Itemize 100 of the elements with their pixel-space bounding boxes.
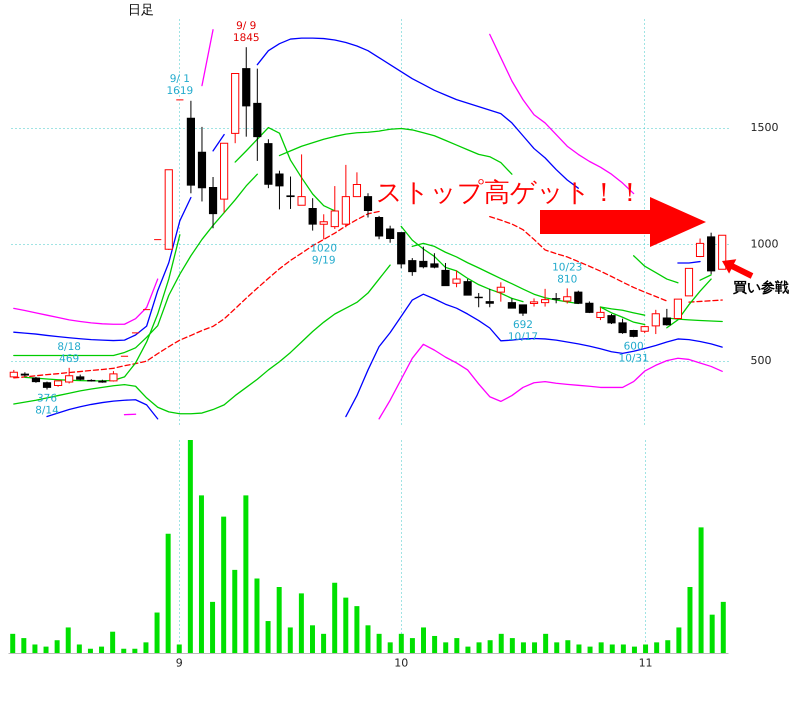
bar: [476, 642, 482, 653]
bar: [198, 495, 204, 653]
bar: [321, 634, 326, 653]
candlestick: [286, 176, 295, 210]
candlestick: [320, 214, 328, 240]
candlestick: [518, 304, 528, 316]
bar: [687, 586, 692, 653]
bar: [676, 627, 682, 653]
bar: [366, 625, 370, 653]
bar: [298, 593, 304, 653]
bar: [21, 638, 26, 653]
bar: [66, 627, 71, 653]
candlestick: [386, 225, 394, 244]
bar: [54, 640, 60, 653]
bar: [10, 634, 16, 653]
bar: [176, 644, 182, 653]
y-tick-label: 1500: [750, 121, 778, 134]
bar: [76, 644, 82, 653]
annotation: 9/ 1 1619: [166, 72, 194, 97]
bar: [543, 634, 548, 653]
bar: [432, 636, 438, 653]
chart-title: 日足: [128, 3, 154, 18]
annotation: 1020 9/19: [310, 242, 338, 266]
bar: [498, 634, 504, 653]
bar: [110, 632, 116, 653]
bar: [288, 627, 293, 653]
candlestick: [452, 270, 461, 288]
candlestick: [330, 186, 339, 230]
candlestick: [441, 262, 450, 286]
bar: [310, 625, 315, 653]
candlestick: [652, 309, 660, 335]
bar: [188, 440, 193, 653]
bar: [610, 644, 615, 653]
bar: [665, 640, 670, 653]
bar: [88, 648, 93, 653]
x-tick-label: 10: [394, 656, 408, 670]
bar: [99, 646, 104, 653]
bar: [465, 646, 470, 653]
bar: [154, 612, 160, 653]
bar: [210, 602, 216, 653]
bar: [565, 640, 570, 653]
candlestick: [563, 288, 572, 304]
bar: [720, 602, 726, 653]
bar: [421, 627, 426, 653]
annotation: 10/23 810: [552, 261, 582, 286]
bar: [554, 642, 560, 653]
bar: [121, 648, 126, 653]
candlestick: [696, 238, 704, 258]
candlestick: [496, 282, 505, 302]
bar: [276, 586, 282, 653]
candlestick: [607, 314, 616, 325]
candlestick: [552, 292, 560, 304]
bar: [32, 644, 38, 653]
bar: [654, 642, 660, 653]
bar: [576, 644, 582, 653]
bar: [266, 621, 271, 653]
bar: [488, 640, 493, 653]
bar: [143, 642, 148, 653]
candlestick: [596, 306, 605, 321]
bar: [44, 646, 49, 653]
x-tick-label: 11: [638, 656, 653, 670]
annotation: 8/18 469: [57, 340, 81, 365]
bar: [632, 646, 637, 653]
bar: [643, 644, 648, 653]
bar: [354, 606, 360, 653]
candlestick: [540, 288, 550, 308]
candlestick: [374, 215, 384, 240]
candlestick: [662, 308, 671, 326]
bar: [454, 638, 460, 653]
candlestick: [408, 258, 416, 276]
candlestick: [275, 170, 284, 210]
bar: [532, 642, 538, 653]
candlestick: [352, 172, 362, 198]
bar: [243, 495, 248, 653]
bar: [620, 644, 626, 653]
candlestick: [474, 292, 483, 308]
candlestick: [486, 288, 494, 308]
y-tick-label: 1000: [750, 238, 778, 251]
bar: [388, 642, 393, 653]
candlestick: [464, 278, 472, 296]
candlestick: [574, 290, 582, 304]
y-tick-label: 500: [750, 354, 772, 368]
text: 買い参戦: [733, 279, 789, 297]
annotation: 9/ 9 1845: [232, 20, 260, 44]
bar: [698, 527, 704, 653]
candlestick: [419, 246, 428, 269]
bar: [254, 578, 260, 653]
bar: [443, 642, 448, 653]
candlestick: [364, 192, 372, 218]
annotation: 600 10/31: [618, 340, 649, 364]
bar: [343, 598, 348, 653]
candlestick: [508, 298, 516, 309]
bar: [132, 648, 138, 653]
bar: [376, 634, 382, 653]
bar: [166, 534, 171, 653]
candlestick: [430, 252, 439, 269]
bar: [598, 642, 604, 653]
bar: [398, 634, 404, 653]
x-tick-label: 9: [176, 656, 183, 670]
bar: [332, 582, 338, 653]
